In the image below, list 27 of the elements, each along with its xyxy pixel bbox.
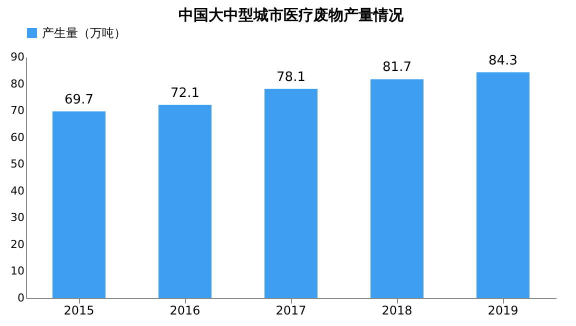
y-tick-label: 30 (10, 211, 24, 224)
bar (370, 79, 424, 298)
x-tick-label: 2015 (64, 304, 94, 318)
x-tick-label: 2016 (170, 304, 200, 318)
y-tick-label: 90 (10, 50, 24, 64)
bar (52, 111, 106, 298)
x-tick-label: 2017 (276, 304, 306, 318)
bar (264, 88, 318, 298)
y-tick-label: 50 (10, 158, 24, 171)
data-label: 72.1 (170, 86, 200, 101)
x-tick-label: 2019 (488, 304, 518, 318)
y-tick-label: 10 (10, 264, 24, 278)
bar (158, 104, 212, 298)
y-tick-label: 20 (10, 238, 24, 251)
data-label: 84.3 (488, 53, 518, 68)
y-tick-label: 0 (18, 292, 24, 304)
chart-title: 中国大中型城市医疗废物产量情况 (178, 6, 404, 24)
y-tick-label: 80 (10, 77, 24, 90)
data-label: 81.7 (382, 60, 412, 76)
bar (476, 72, 530, 298)
y-tick-label: 70 (10, 104, 24, 118)
data-label: 69.7 (64, 92, 94, 108)
legend-label: 产生量（万吨） (42, 26, 126, 40)
data-label: 78.1 (276, 70, 306, 85)
y-tick-label: 60 (10, 130, 24, 144)
y-tick-label: 40 (10, 184, 24, 198)
x-tick-label: 2018 (382, 304, 412, 318)
